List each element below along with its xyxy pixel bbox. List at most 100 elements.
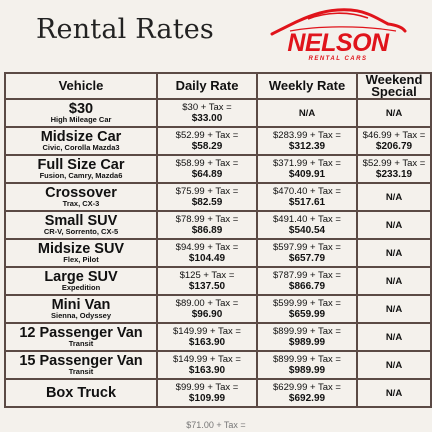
vehicle-cell: $30 High Mileage Car [4, 98, 158, 128]
vehicle-cell: Midsize SUV Flex, Pilot [4, 238, 158, 268]
weekly-rate-total: $517.61 [288, 196, 326, 208]
daily-rate-total: $96.90 [191, 308, 223, 320]
vehicle-cell: Full Size Car Fusion, Camry, Mazda6 [4, 154, 158, 184]
daily-rate-total: $163.90 [188, 364, 226, 376]
daily-rate-base: $99.99 + Tax = [175, 381, 239, 393]
weekly-rate-base: $283.99 + Tax = [273, 129, 341, 141]
weekly-rate-cell: $629.99 + Tax = $692.99 [256, 378, 358, 408]
vehicle-models: Trax, CX-3 [62, 199, 100, 208]
daily-rate-total: $82.59 [191, 196, 223, 208]
weekly-rate-cell: $470.40 + Tax = $517.61 [256, 182, 358, 212]
vehicle-models: CR-V, Sorrento, CX-5 [43, 227, 119, 236]
weekend-special-na: N/A [385, 303, 403, 315]
weekend-special-na: N/A [385, 359, 403, 371]
weekly-rate-cell: $491.40 + Tax = $540.54 [256, 210, 358, 240]
daily-rate-total: $137.50 [188, 280, 226, 292]
daily-rate-total: $33.00 [191, 112, 223, 124]
daily-rate-cell: $58.99 + Tax = $64.89 [156, 154, 258, 184]
vehicle-name: Mini Van [51, 297, 111, 313]
header-weekly-rate: Weekly Rate [256, 72, 358, 100]
weekend-special-cell: N/A [356, 350, 432, 380]
nelson-rental-cars-logo: NELSON RENTAL CARS [268, 4, 408, 70]
weekend-special-total: $233.19 [375, 168, 413, 180]
weekend-special-na: N/A [385, 219, 403, 231]
weekend-special-base: $52.99 + Tax = [362, 157, 426, 169]
weekly-rate-base: $899.99 + Tax = [273, 353, 341, 365]
table-row: Box Truck $99.99 + Tax = $109.99 $629.99 + … [4, 378, 432, 408]
weekly-rate-total: $866.79 [288, 280, 326, 292]
weekly-rate-base: $599.99 + Tax = [273, 297, 341, 309]
weekend-special-cell: N/A [356, 182, 432, 212]
vehicle-name: Crossover [45, 185, 117, 201]
daily-rate-base: $30 + Tax = [182, 101, 232, 113]
vehicle-cell: 15 Passenger Van Transit [4, 350, 158, 380]
weekend-special-na: N/A [385, 107, 403, 119]
table-row: Midsize Car Civic, Corolla Mazda3 $52.99 +… [4, 126, 432, 156]
vehicle-name: Small SUV [44, 213, 118, 229]
vehicle-name: Midsize Car [40, 129, 122, 145]
footer-text: $71.00 + Tax = [186, 420, 246, 430]
daily-rate-base: $149.99 + Tax = [173, 353, 241, 365]
weekly-rate-cell: $599.99 + Tax = $659.99 [256, 294, 358, 324]
header-weekend-special: Weekend Special [356, 72, 432, 100]
weekly-rate-base: $787.99 + Tax = [273, 269, 341, 281]
daily-rate-base: $52.99 + Tax = [175, 129, 239, 141]
vehicle-cell: Midsize Car Civic, Corolla Mazda3 [4, 126, 158, 156]
weekend-special-na: N/A [385, 191, 403, 203]
daily-rate-base: $75.99 + Tax = [175, 185, 239, 197]
daily-rate-total: $104.49 [188, 252, 226, 264]
weekly-rate-cell: N/A [256, 98, 358, 128]
rental-rates-table: Vehicle Daily Rate Weekly Rate Weekend S… [4, 72, 432, 408]
table-row: Mini Van Sienna, Odyssey $89.00 + Tax = $96… [4, 294, 432, 324]
vehicle-cell: Large SUV Expedition [4, 266, 158, 296]
table-row: Large SUV Expedition $125 + Tax = $137.50 $7… [4, 266, 432, 296]
vehicle-models: Flex, Pilot [63, 255, 99, 264]
daily-rate-total: $163.90 [188, 336, 226, 348]
weekly-rate-base: $899.99 + Tax = [273, 325, 341, 337]
vehicle-cell: 12 Passenger Van Transit [4, 322, 158, 352]
weekend-special-cell: N/A [356, 266, 432, 296]
header-daily-rate: Daily Rate [156, 72, 258, 100]
weekly-rate-cell: $371.99 + Tax = $409.91 [256, 154, 358, 184]
weekly-rate-cell: $597.99 + Tax = $657.79 [256, 238, 358, 268]
page-title: Rental Rates [36, 14, 214, 45]
weekend-special-cell: N/A [356, 322, 432, 352]
daily-rate-cell: $149.99 + Tax = $163.90 [156, 350, 258, 380]
weekly-rate-base: $371.99 + Tax = [273, 157, 341, 169]
daily-rate-total: $64.89 [191, 168, 223, 180]
vehicle-name: Large SUV [44, 269, 118, 285]
daily-rate-cell: $94.99 + Tax = $104.49 [156, 238, 258, 268]
header-vehicle: Vehicle [4, 72, 158, 100]
vehicle-name: Midsize SUV [37, 241, 125, 257]
daily-rate-cell: $89.00 + Tax = $96.90 [156, 294, 258, 324]
weekly-rate-total: $540.54 [288, 224, 326, 236]
table-row: Midsize SUV Flex, Pilot $94.99 + Tax = $104… [4, 238, 432, 268]
brand-tagline: RENTAL CARS [308, 56, 368, 62]
vehicle-models: Transit [68, 339, 94, 348]
daily-rate-cell: $125 + Tax = $137.50 [156, 266, 258, 296]
weekly-rate-base: $629.99 + Tax = [273, 381, 341, 393]
weekly-rate-total: $989.99 [288, 364, 326, 376]
vehicle-models: Transit [68, 367, 94, 376]
daily-rate-cell: $99.99 + Tax = $109.99 [156, 378, 258, 408]
vehicle-models: Fusion, Camry, Mazda6 [39, 171, 123, 180]
vehicle-name: Box Truck [45, 385, 117, 401]
weekend-special-na: N/A [385, 247, 403, 259]
daily-rate-base: $89.00 + Tax = [175, 297, 239, 309]
weekend-special-na: N/A [385, 275, 403, 287]
weekend-special-cell: N/A [356, 294, 432, 324]
daily-rate-base: $125 + Tax = [179, 269, 235, 281]
weekend-special-cell: N/A [356, 98, 432, 128]
vehicle-cell: Crossover Trax, CX-3 [4, 182, 158, 212]
car-silhouette-icon [270, 8, 407, 36]
weekly-rate-cell: $899.99 + Tax = $989.99 [256, 322, 358, 352]
daily-rate-base: $78.99 + Tax = [175, 213, 239, 225]
table-row: 12 Passenger Van Transit $149.99 + Tax = $1… [4, 322, 432, 352]
weekend-special-cell: N/A [356, 238, 432, 268]
weekly-rate-total: $409.91 [288, 168, 326, 180]
weekend-special-cell: $46.99 + Tax = $206.79 [356, 126, 432, 156]
daily-rate-total: $58.29 [191, 140, 223, 152]
weekend-special-cell: N/A [356, 210, 432, 240]
weekend-special-total: $206.79 [375, 140, 413, 152]
vehicle-name: Full Size Car [37, 157, 125, 173]
